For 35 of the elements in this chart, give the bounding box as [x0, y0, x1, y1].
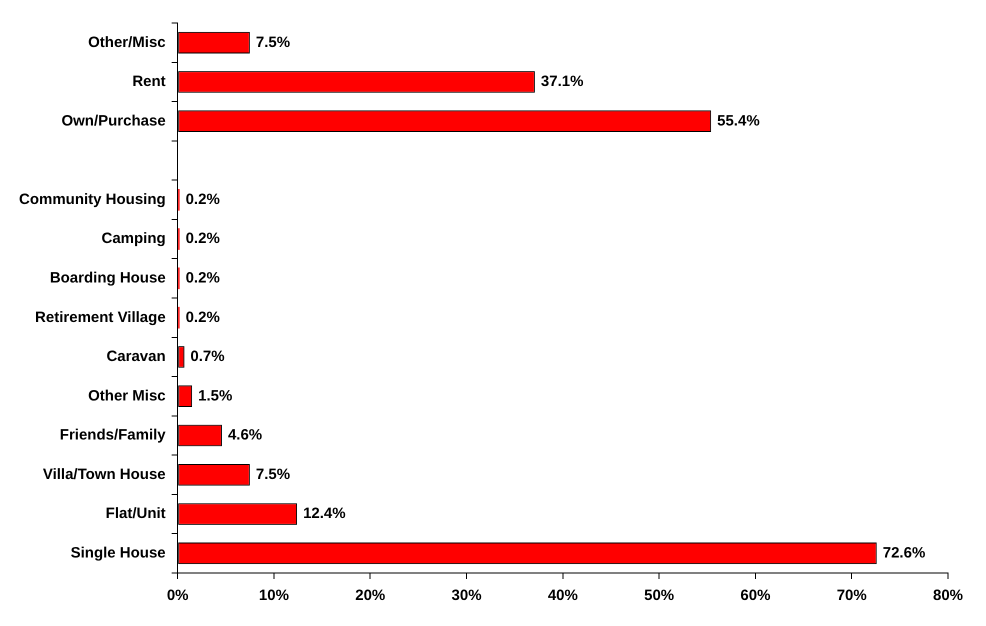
y-tick-label: Other Misc	[88, 387, 166, 404]
data-label: 12.4%	[303, 505, 346, 522]
x-tick-label: 20%	[355, 587, 386, 604]
x-tick-label: 30%	[452, 587, 482, 604]
x-tick-label: 10%	[258, 587, 289, 604]
y-tick-label: Community Housing	[18, 190, 166, 208]
x-tick-label: 70%	[836, 587, 867, 604]
data-label: 72.6%	[882, 544, 926, 562]
y-tick-label: Boarding House	[50, 270, 166, 286]
y-tick-label: Single House	[70, 544, 166, 562]
x-tick-label: 0%	[166, 587, 189, 604]
x-tick-label: 40%	[548, 587, 578, 604]
data-label: 0.2%	[186, 270, 220, 286]
y-tick-label: Villa/Town House	[42, 466, 166, 483]
y-tick-label: Own/Purchase	[61, 112, 166, 130]
y-tick-label: Caravan	[106, 348, 166, 366]
y-tick-label: Friends/Family	[60, 426, 166, 444]
data-label: 0.2%	[186, 230, 220, 248]
data-label: 55.4%	[717, 112, 760, 130]
data-label: 37.1%	[540, 73, 584, 90]
x-tick-label: 50%	[644, 587, 674, 604]
data-label: 0.2%	[186, 190, 220, 208]
y-tick-label: Retirement Village	[35, 308, 166, 326]
data-label: 1.5%	[198, 387, 232, 404]
y-tick-label: Other/Misc	[88, 34, 166, 51]
data-label: 7.5%	[256, 466, 290, 483]
data-label: 0.2%	[186, 308, 220, 326]
y-tick-label: Camping	[101, 230, 166, 248]
x-tick-label: 80%	[932, 587, 964, 604]
data-label: 7.5%	[256, 34, 290, 51]
data-label: 4.6%	[228, 426, 262, 444]
data-label: 0.7%	[190, 348, 225, 366]
y-tick-label: Flat/Unit	[106, 505, 166, 522]
y-tick-label: Rent	[132, 73, 166, 90]
x-tick-label: 60%	[740, 587, 770, 604]
